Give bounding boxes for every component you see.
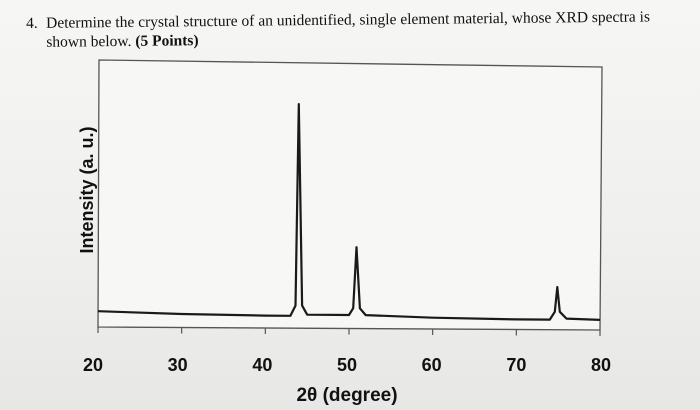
plot-area <box>97 59 603 331</box>
x-tick-label-50: 50 <box>337 355 357 375</box>
x-tick-label-80: 80 <box>591 355 611 375</box>
x-axis-tick-labels: 20 30 40 50 60 70 80 <box>83 355 611 375</box>
x-tick-label-20: 20 <box>83 355 103 375</box>
x-tick-label-70: 70 <box>506 355 526 375</box>
x-axis-label: 2θ (degree) <box>296 385 397 406</box>
x-tick-label-40: 40 <box>252 355 272 375</box>
x-axis-ticks <box>97 327 601 336</box>
x-tick-label-60: 60 <box>422 355 442 375</box>
y-axis-label: Intensity (a. u.) <box>77 126 97 253</box>
chart-frame <box>97 59 603 331</box>
x-tick-label-30: 30 <box>168 355 188 375</box>
xrd-series-line <box>97 103 601 321</box>
